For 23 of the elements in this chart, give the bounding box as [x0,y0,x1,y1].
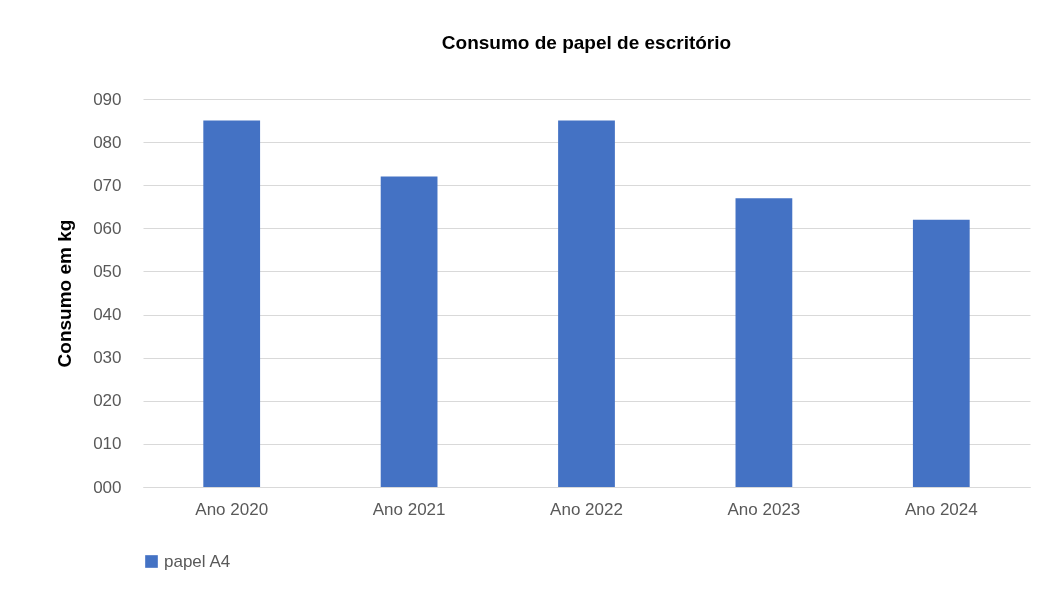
y-tick-label: 080 [93,132,122,152]
y-tick-label: 010 [93,434,122,454]
bar [203,120,261,487]
x-tick-label: Ano 2022 [550,499,623,519]
x-tick-label: Ano 2021 [372,499,446,519]
y-tick-label: 030 [93,348,122,368]
y-tick-label: 040 [93,305,122,325]
legend-label: papel A4 [164,551,231,571]
y-tick-label: 000 [93,477,122,497]
y-tick-label: 070 [93,175,122,195]
bar [558,120,615,487]
y-tick-label: 090 [93,89,122,109]
x-tick-label: Ano 2020 [195,499,269,519]
bar [380,176,438,487]
x-tick-label: Ano 2023 [727,499,801,519]
bar [912,219,970,487]
y-tick-label: 050 [93,261,122,281]
y-tick-label: 060 [93,218,122,238]
chart-title: Consumo de papel de escritório [441,32,732,53]
y-tick-label: 020 [93,391,122,411]
x-tick-label: Ano 2024 [904,499,978,519]
bar [735,198,793,487]
y-axis-title: Consumo em kg [54,219,76,368]
